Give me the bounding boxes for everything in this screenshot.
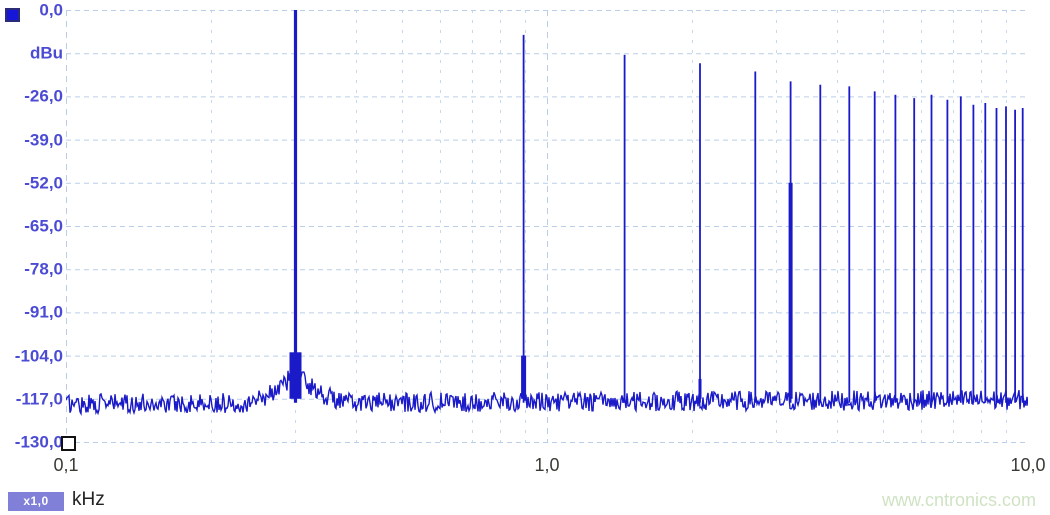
y-axis-tick-label: -91,0 <box>24 302 63 322</box>
y-axis-tick-label: -130,0 <box>14 432 63 452</box>
y-axis-tick-label: -78,0 <box>24 259 63 279</box>
marker-handle[interactable] <box>61 436 76 451</box>
y-axis-tick-label: -52,0 <box>24 173 63 193</box>
multiplier-badge[interactable]: x1,0 <box>8 492 64 511</box>
noise-floor-trace <box>66 367 1028 417</box>
legend-color-swatch[interactable] <box>5 8 20 22</box>
x-axis-unit-label: kHz <box>72 489 105 510</box>
spectrum-trace-svg <box>66 10 1028 443</box>
x-axis-tick-label: 0,1 <box>53 455 79 475</box>
grid-lines <box>66 10 1028 443</box>
x-axis-tick-label: 10,0 <box>1010 455 1046 475</box>
y-axis-tick-label: 0,0 <box>39 0 63 20</box>
y-axis-tick-label: -117,0 <box>15 389 63 409</box>
y-axis-tick-label: -39,0 <box>24 130 63 150</box>
y-axis-tick-label: -26,0 <box>24 86 63 106</box>
x-axis-tick-label: 1,0 <box>534 455 560 475</box>
watermark: www.cntronics.com <box>881 490 1036 510</box>
y-axis-unit-label: dBu <box>29 43 63 63</box>
y-axis-tick-label: -104,0 <box>14 346 63 366</box>
y-axis-tick-label: -65,0 <box>24 216 63 236</box>
y-axis-label-group: 0,0 -26,0 -39,0 -52,0 -65,0 -78,0 -91,0 -104,0 -… <box>0 0 66 452</box>
harmonic-peaks <box>289 10 1024 403</box>
plot-area[interactable] <box>66 10 1028 443</box>
